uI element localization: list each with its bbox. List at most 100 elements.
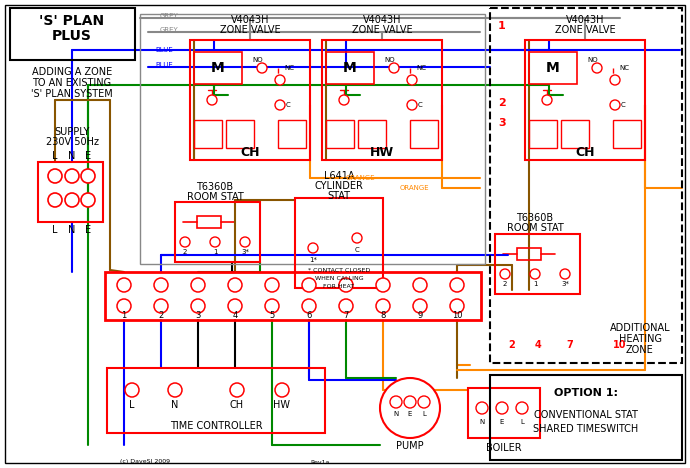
Text: HEATING: HEATING bbox=[618, 334, 662, 344]
Text: CH: CH bbox=[230, 400, 244, 410]
Circle shape bbox=[413, 278, 427, 292]
Text: PUMP: PUMP bbox=[396, 441, 424, 451]
Text: ZONE VALVE: ZONE VALVE bbox=[352, 25, 413, 35]
Text: M: M bbox=[546, 61, 560, 75]
Text: C: C bbox=[286, 102, 290, 108]
Text: STAT: STAT bbox=[328, 191, 351, 201]
Bar bbox=[190, 40, 310, 160]
Circle shape bbox=[390, 396, 402, 408]
Text: 5: 5 bbox=[269, 312, 275, 321]
Text: C: C bbox=[355, 247, 359, 253]
Bar bbox=[322, 40, 442, 160]
Circle shape bbox=[496, 402, 508, 414]
Bar bbox=[561, 120, 589, 148]
Circle shape bbox=[339, 95, 349, 105]
Text: ZONE VALVE: ZONE VALVE bbox=[219, 25, 280, 35]
Circle shape bbox=[81, 169, 95, 183]
Text: GREY: GREY bbox=[160, 13, 179, 19]
Bar bbox=[226, 120, 254, 148]
Text: N: N bbox=[68, 225, 76, 235]
Circle shape bbox=[191, 278, 205, 292]
Circle shape bbox=[65, 193, 79, 207]
Text: OPTION 1:: OPTION 1: bbox=[554, 388, 618, 398]
Circle shape bbox=[230, 383, 244, 397]
Text: CH: CH bbox=[240, 146, 259, 159]
Text: 2: 2 bbox=[503, 281, 507, 287]
Text: N: N bbox=[393, 411, 399, 417]
Text: E: E bbox=[408, 411, 412, 417]
Text: 2: 2 bbox=[183, 249, 187, 255]
Text: M: M bbox=[211, 61, 225, 75]
Text: N: N bbox=[480, 419, 484, 425]
Bar bbox=[410, 120, 438, 148]
Text: 230V 50Hz: 230V 50Hz bbox=[46, 137, 99, 147]
Text: HW: HW bbox=[273, 400, 290, 410]
Circle shape bbox=[376, 278, 390, 292]
Text: 3: 3 bbox=[195, 312, 201, 321]
Circle shape bbox=[228, 278, 242, 292]
Text: ZONE: ZONE bbox=[626, 345, 654, 355]
Text: 2: 2 bbox=[498, 98, 506, 108]
Text: PLUS: PLUS bbox=[52, 29, 92, 43]
Text: TIME CONTROLLER: TIME CONTROLLER bbox=[170, 421, 262, 431]
Text: SUPPLY: SUPPLY bbox=[55, 127, 90, 137]
Text: 2: 2 bbox=[159, 312, 164, 321]
Circle shape bbox=[275, 75, 285, 85]
Circle shape bbox=[48, 193, 62, 207]
Circle shape bbox=[404, 396, 416, 408]
Text: 9: 9 bbox=[417, 312, 422, 321]
Text: * CONTACT CLOSED: * CONTACT CLOSED bbox=[308, 268, 370, 272]
Text: BLUE: BLUE bbox=[155, 62, 172, 68]
Text: L: L bbox=[520, 419, 524, 425]
Bar bbox=[529, 120, 557, 148]
Circle shape bbox=[516, 402, 528, 414]
Circle shape bbox=[352, 233, 362, 243]
Text: V4043H: V4043H bbox=[566, 15, 604, 25]
Circle shape bbox=[180, 237, 190, 247]
Bar bbox=[326, 120, 354, 148]
Circle shape bbox=[207, 95, 217, 105]
Circle shape bbox=[210, 237, 220, 247]
Bar bbox=[38, 162, 103, 222]
Text: ZONE VALVE: ZONE VALVE bbox=[555, 25, 615, 35]
Text: 7: 7 bbox=[566, 340, 573, 350]
Text: 1: 1 bbox=[533, 281, 538, 287]
Circle shape bbox=[302, 278, 316, 292]
Circle shape bbox=[265, 299, 279, 313]
Text: E: E bbox=[500, 419, 504, 425]
Circle shape bbox=[500, 269, 510, 279]
Text: 3*: 3* bbox=[561, 281, 569, 287]
Text: 7: 7 bbox=[344, 312, 348, 321]
Text: 3*: 3* bbox=[241, 249, 249, 255]
Text: GREY: GREY bbox=[160, 27, 179, 33]
Text: NC: NC bbox=[284, 65, 294, 71]
Text: 8: 8 bbox=[380, 312, 386, 321]
Circle shape bbox=[376, 299, 390, 313]
Circle shape bbox=[339, 299, 353, 313]
Circle shape bbox=[450, 278, 464, 292]
Circle shape bbox=[65, 169, 79, 183]
Text: 6: 6 bbox=[306, 312, 312, 321]
Circle shape bbox=[610, 100, 620, 110]
Text: ORANGE: ORANGE bbox=[400, 185, 430, 191]
Circle shape bbox=[240, 237, 250, 247]
Bar bbox=[495, 234, 580, 294]
Circle shape bbox=[407, 100, 417, 110]
Circle shape bbox=[560, 269, 570, 279]
Bar bbox=[358, 120, 386, 148]
Text: ORANGE: ORANGE bbox=[346, 175, 375, 181]
Text: 4: 4 bbox=[233, 312, 237, 321]
Circle shape bbox=[81, 193, 95, 207]
Circle shape bbox=[339, 278, 353, 292]
Bar bbox=[490, 8, 682, 363]
Text: V4043H: V4043H bbox=[363, 15, 402, 25]
Text: 1: 1 bbox=[121, 312, 127, 321]
Text: NO: NO bbox=[385, 57, 395, 63]
Text: E: E bbox=[85, 225, 91, 235]
Circle shape bbox=[542, 95, 552, 105]
Text: L641A: L641A bbox=[324, 171, 354, 181]
Circle shape bbox=[257, 63, 267, 73]
Circle shape bbox=[389, 63, 399, 73]
Text: FOR HEAT: FOR HEAT bbox=[324, 284, 355, 288]
Bar bbox=[490, 375, 682, 460]
